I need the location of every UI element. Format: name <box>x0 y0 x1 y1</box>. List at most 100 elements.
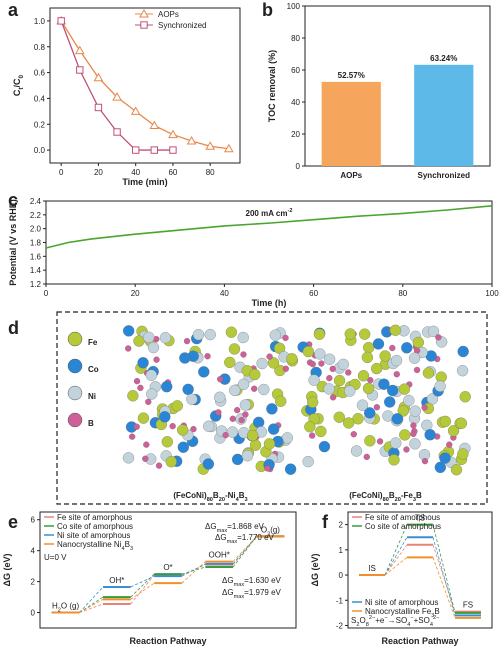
y-tick-label: 0.6 <box>34 69 46 78</box>
connector <box>181 566 206 575</box>
x-tick-label: AOPs <box>340 171 362 180</box>
structure-label: (FeCoNi)80B20-Ni4B3 <box>173 491 247 503</box>
atom <box>137 384 144 392</box>
atom <box>398 383 411 395</box>
atom <box>387 384 399 397</box>
text-part: max <box>217 528 228 534</box>
series-line <box>45 205 493 249</box>
atom <box>242 411 249 418</box>
state-label: OOH* <box>209 551 230 560</box>
atom <box>359 328 371 340</box>
note: S2O82−+e−→SO4−+SO42− <box>351 615 439 628</box>
atom <box>161 436 173 448</box>
text-part: Nanocrystalline Fe <box>365 607 432 616</box>
atom <box>171 400 183 412</box>
legend-atom <box>67 412 83 428</box>
state-label: O* <box>163 563 172 572</box>
atom <box>350 445 363 457</box>
atom <box>215 409 222 416</box>
legend-label: Nanocrystalline Ni4B3 <box>57 540 133 552</box>
y-tick-label: 2 <box>339 521 344 530</box>
atom <box>343 417 355 429</box>
atom <box>237 331 249 344</box>
text-part: 2 <box>356 622 359 628</box>
atom <box>186 393 198 405</box>
atom <box>421 457 429 465</box>
text-part: -2 <box>287 208 292 214</box>
text-part: -Fe <box>401 491 414 500</box>
x-tick-label: 60 <box>168 168 177 177</box>
atom <box>153 356 160 363</box>
atom <box>313 328 326 340</box>
atom <box>390 354 403 367</box>
atom <box>198 366 210 378</box>
atom <box>378 378 390 390</box>
legend-atom <box>67 358 83 374</box>
text-part: 2 <box>58 608 61 614</box>
atom <box>123 325 135 337</box>
legend-label: Fe site of amorphous <box>57 513 132 522</box>
atom <box>352 413 364 425</box>
text-part: (FeCoNi) <box>349 491 383 500</box>
connector <box>181 563 206 577</box>
annotation: ΔGmax=1.979 eV <box>222 588 282 600</box>
atom <box>204 353 211 360</box>
atom <box>393 371 400 378</box>
y-tick-label: 2.2 <box>30 211 42 220</box>
atom <box>314 348 326 360</box>
atom <box>337 358 349 371</box>
atom <box>308 432 316 439</box>
text-part: 8 <box>366 622 369 628</box>
atom <box>457 345 469 358</box>
text-part: -Ni <box>225 491 236 500</box>
atom <box>389 344 396 352</box>
bar <box>414 64 474 166</box>
atom <box>364 407 376 419</box>
atom <box>318 360 325 367</box>
atom <box>267 423 280 435</box>
y-tick-label: 1.0 <box>34 17 46 26</box>
legend-atom <box>67 385 83 401</box>
atom <box>143 331 155 343</box>
connector <box>232 536 257 565</box>
y-tick-label: 0.0 <box>34 146 46 155</box>
atom <box>137 357 149 369</box>
y-tick-label: 2 <box>31 578 36 587</box>
atom <box>450 464 463 476</box>
atom <box>145 398 152 405</box>
text-part: 0 <box>18 74 25 78</box>
atom <box>344 385 356 397</box>
y-tick-label: -2 <box>336 621 344 630</box>
connector <box>384 557 408 576</box>
x-axis-label: Reaction Pathway <box>381 636 458 646</box>
text-part: t <box>18 87 25 90</box>
atom <box>159 411 171 423</box>
state-label: FS <box>463 601 473 610</box>
atom <box>409 405 421 417</box>
state-label: IS <box>368 564 376 573</box>
y-tick-label: 20 <box>291 130 300 139</box>
text-part: B <box>416 491 422 500</box>
text-part: − <box>410 615 413 621</box>
connector <box>181 564 206 576</box>
atom <box>224 356 236 369</box>
atom <box>204 328 216 341</box>
text-part: 2− <box>433 615 439 621</box>
atom <box>315 425 327 438</box>
value-label: 63.24% <box>430 54 457 63</box>
atom <box>410 422 417 429</box>
x-axis-label: Reaction Pathway <box>129 636 206 646</box>
atom <box>269 329 281 341</box>
atom <box>251 385 258 392</box>
connector <box>384 544 408 576</box>
annotation: ΔGmax=1.770 eV <box>215 533 275 545</box>
series-line <box>60 20 229 150</box>
text-part: 3 <box>245 497 248 503</box>
atom <box>169 422 176 430</box>
atom <box>229 415 236 422</box>
y-tick-label: 2.4 <box>30 197 42 206</box>
atom <box>323 383 335 395</box>
atom <box>388 454 400 466</box>
y-tick-label: 0.8 <box>34 43 46 52</box>
